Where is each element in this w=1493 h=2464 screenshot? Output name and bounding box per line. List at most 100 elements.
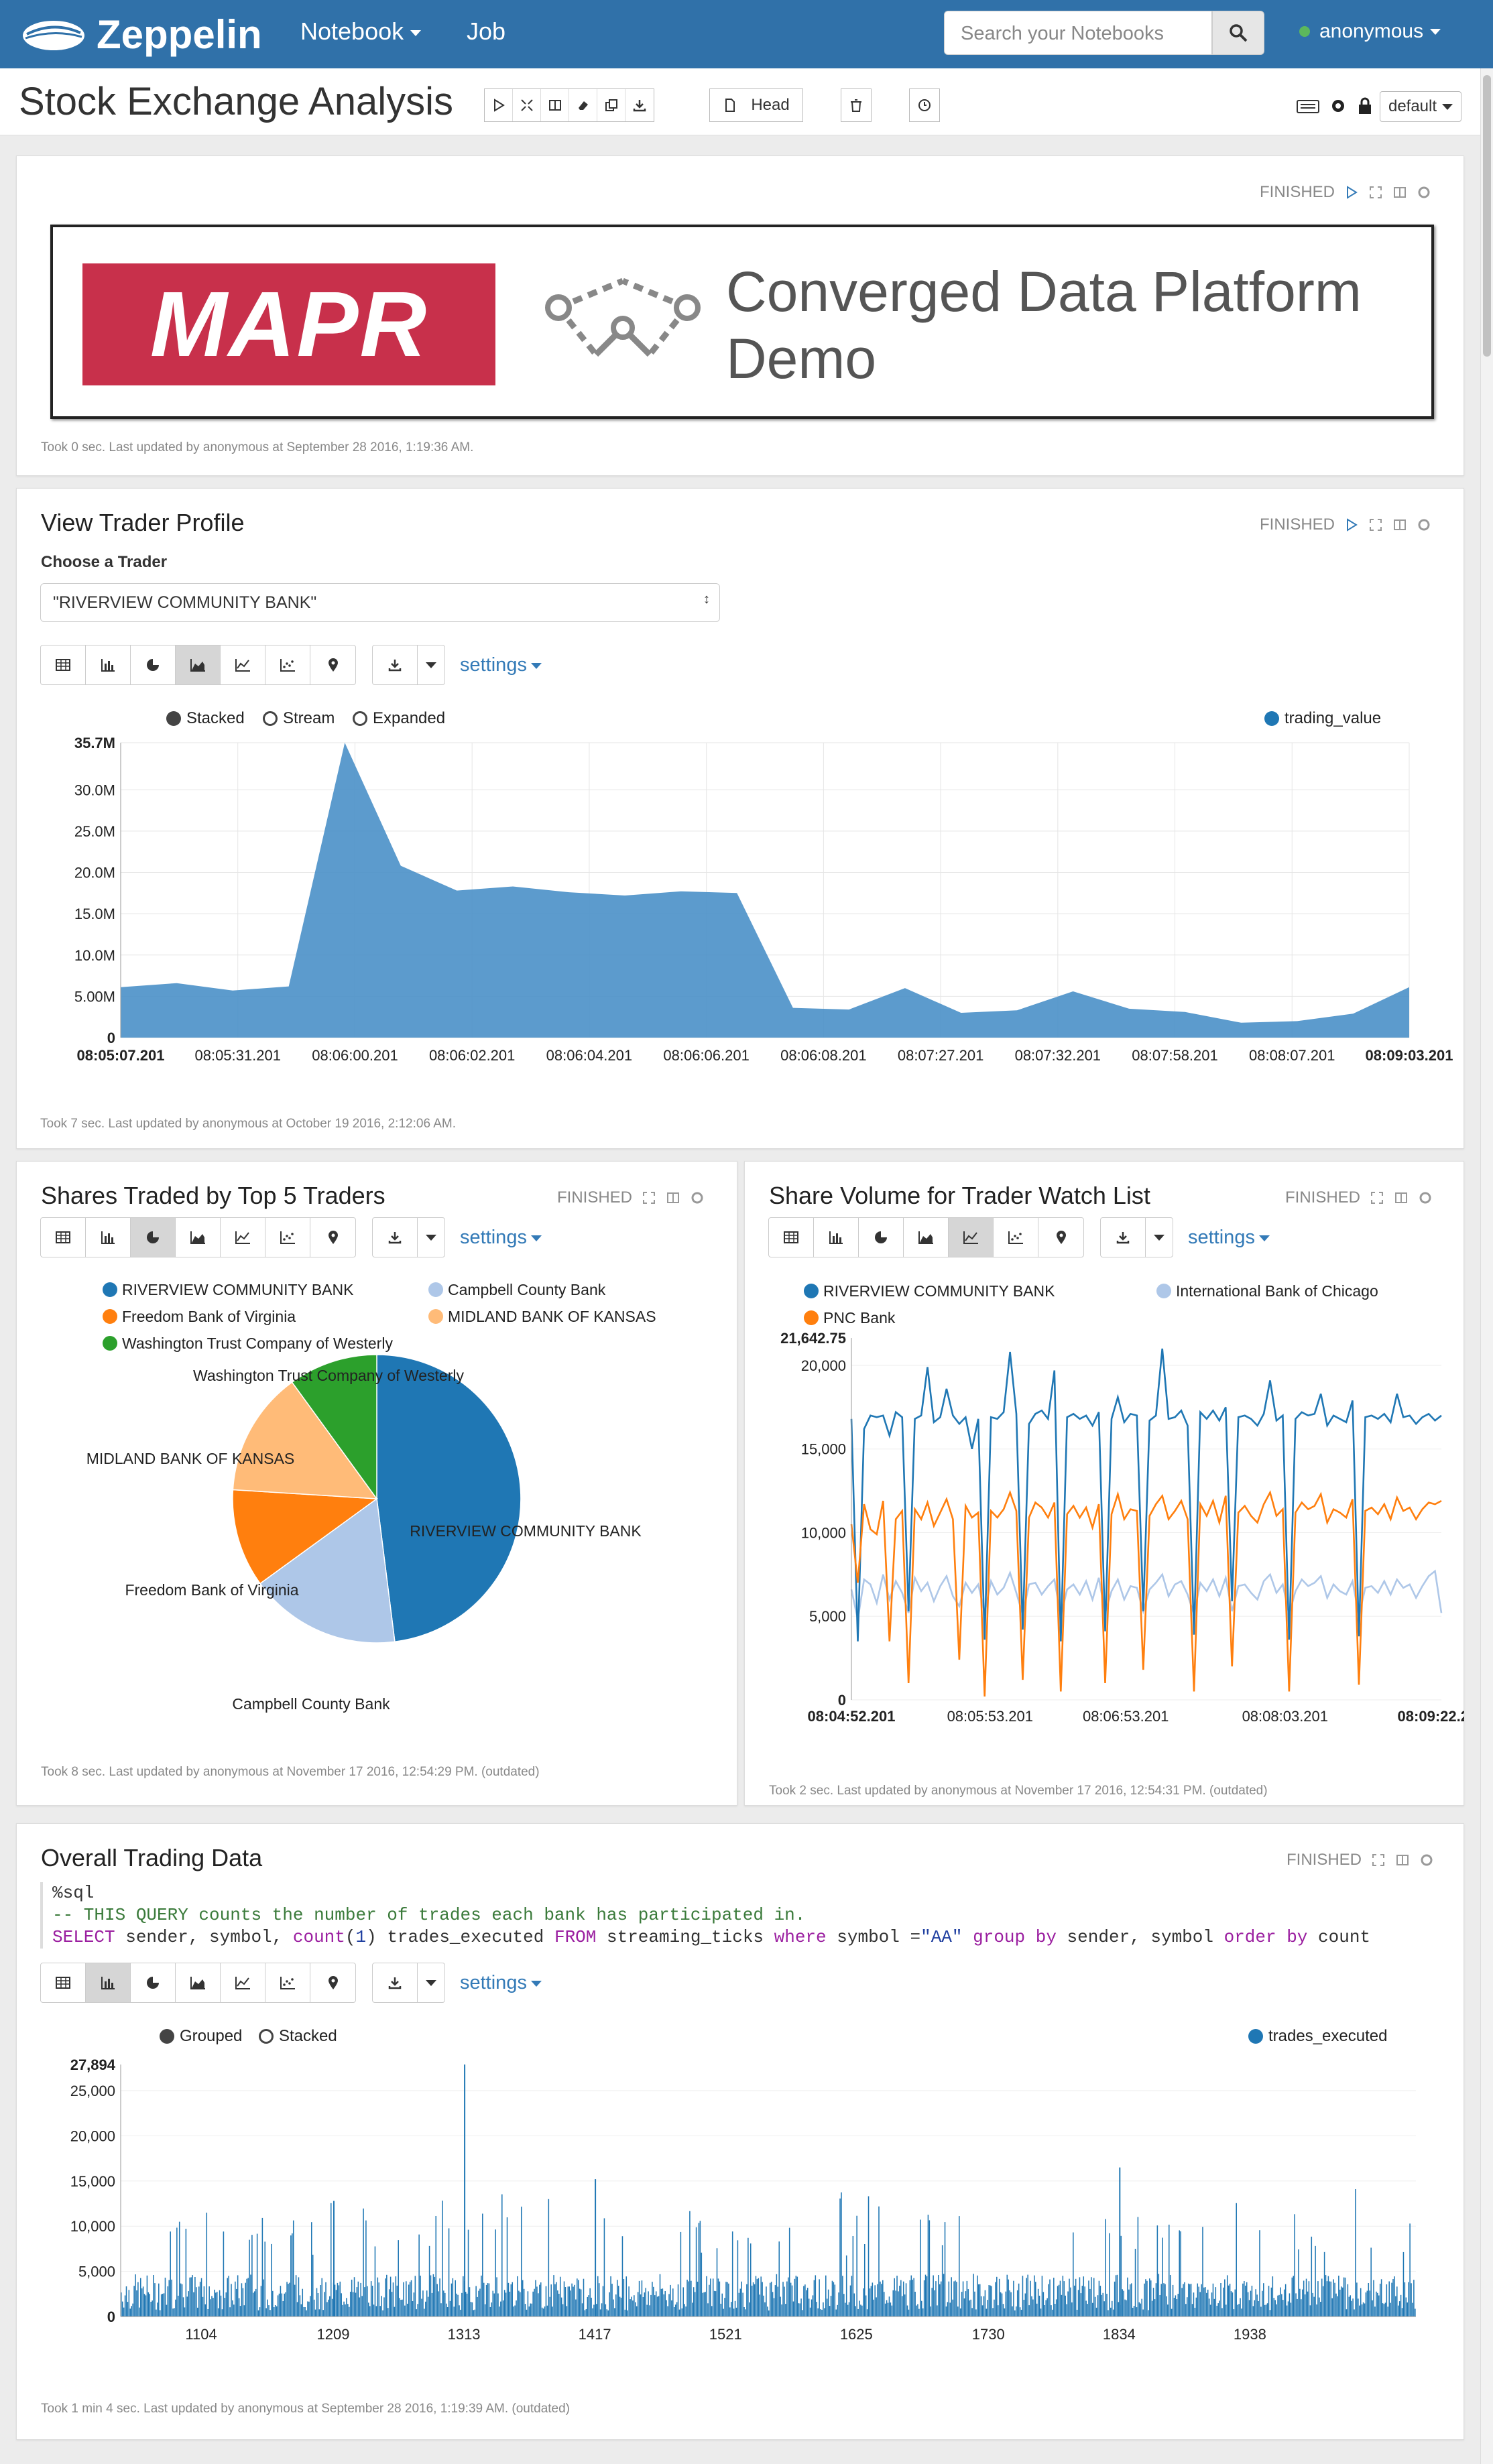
scrollbar-thumb[interactable] bbox=[1483, 75, 1491, 357]
map-chart-button[interactable] bbox=[1038, 1218, 1083, 1257]
expand-icon[interactable] bbox=[1370, 1190, 1384, 1205]
settings-toggle[interactable]: settings bbox=[460, 1227, 542, 1249]
pie-chart-button[interactable] bbox=[131, 1218, 176, 1257]
trades-executed-bar-chart[interactable]: 0 5,000 10,000 15,000 20,000 25,000 27,894 1104… bbox=[16, 2051, 1464, 2359]
brand[interactable]: Zeppelin bbox=[20, 5, 262, 63]
user-menu[interactable]: anonymous bbox=[1299, 20, 1441, 43]
mode-expanded[interactable]: Expanded bbox=[353, 709, 445, 728]
table-view-button[interactable] bbox=[41, 645, 86, 684]
book-icon[interactable] bbox=[1394, 1190, 1409, 1205]
scatter-chart-button[interactable] bbox=[265, 1218, 310, 1257]
scatter-chart-button[interactable] bbox=[994, 1218, 1038, 1257]
pie-chart-button[interactable] bbox=[131, 645, 176, 684]
top-traders-pie-chart[interactable]: RIVERVIEW COMMUNITY BANK Campbell County … bbox=[16, 1271, 737, 1727]
interpreter-dropdown[interactable]: default bbox=[1380, 91, 1461, 122]
map-chart-button[interactable] bbox=[310, 645, 355, 684]
line-chart-button[interactable] bbox=[949, 1218, 994, 1257]
download-button[interactable] bbox=[373, 645, 418, 684]
job-link[interactable]: Job bbox=[467, 17, 506, 45]
keyboard-icon[interactable] bbox=[1297, 98, 1319, 114]
map-chart-button[interactable] bbox=[310, 1963, 355, 2002]
play-icon[interactable] bbox=[1344, 517, 1359, 532]
gear-icon[interactable] bbox=[1418, 1190, 1433, 1205]
book-icon[interactable] bbox=[1392, 185, 1407, 200]
legend-item[interactable]: trades_executed bbox=[1248, 2027, 1387, 2046]
expand-icon[interactable] bbox=[1368, 517, 1383, 532]
table-view-button[interactable] bbox=[41, 1218, 86, 1257]
clear-output-button[interactable] bbox=[569, 89, 597, 121]
clone-button[interactable] bbox=[597, 89, 625, 121]
scatter-chart-button[interactable] bbox=[265, 1963, 310, 2002]
play-icon[interactable] bbox=[1344, 185, 1359, 200]
bar-chart-button[interactable] bbox=[86, 645, 131, 684]
lock-icon[interactable] bbox=[1357, 97, 1373, 115]
expand-icon[interactable] bbox=[1368, 185, 1383, 200]
trading-value-area-chart[interactable]: 0 5.00M 10.0M 15.0M 20.0M 25.0M 30.0M 35.7M 08:0… bbox=[16, 731, 1464, 1072]
scrollbar[interactable] bbox=[1480, 68, 1493, 2464]
expand-icon[interactable] bbox=[1371, 1853, 1386, 1867]
area-chart-button[interactable] bbox=[176, 1218, 221, 1257]
notebook-title[interactable]: Stock Exchange Analysis bbox=[19, 80, 454, 123]
download-button[interactable] bbox=[373, 1963, 418, 2002]
bar-chart-button[interactable] bbox=[86, 1963, 131, 2002]
trader-select[interactable]: "RIVERVIEW COMMUNITY BANK" ↕ bbox=[40, 583, 720, 622]
line-chart-button[interactable] bbox=[221, 1963, 265, 2002]
bar bbox=[284, 2293, 285, 2317]
head-button[interactable]: Head bbox=[709, 88, 803, 122]
legend-item[interactable]: trading_value bbox=[1264, 709, 1381, 728]
bar bbox=[1023, 2300, 1025, 2317]
mode-grouped[interactable]: Grouped bbox=[160, 2027, 242, 2046]
delete-notebook-button[interactable] bbox=[841, 88, 872, 122]
area-chart-button[interactable] bbox=[176, 645, 221, 684]
bar bbox=[713, 2290, 715, 2317]
download-dropdown[interactable] bbox=[1146, 1218, 1173, 1257]
table-view-button[interactable] bbox=[41, 1963, 86, 2002]
y-tick-label: 10.0M bbox=[74, 947, 115, 964]
download-button[interactable] bbox=[373, 1218, 418, 1257]
scatter-chart-button[interactable] bbox=[265, 645, 310, 684]
pie-chart-button[interactable] bbox=[131, 1963, 176, 2002]
pie-chart-button[interactable] bbox=[859, 1218, 904, 1257]
export-button[interactable] bbox=[625, 89, 654, 121]
gear-icon[interactable] bbox=[690, 1190, 705, 1205]
settings-toggle[interactable]: settings bbox=[1188, 1227, 1270, 1249]
toggle-code-button[interactable] bbox=[513, 89, 541, 121]
gear-icon[interactable] bbox=[1329, 97, 1348, 115]
book-icon[interactable] bbox=[666, 1190, 680, 1205]
bar bbox=[1026, 2278, 1028, 2317]
mode-stacked[interactable]: Stacked bbox=[166, 709, 245, 728]
settings-toggle[interactable]: settings bbox=[460, 654, 542, 676]
expand-icon[interactable] bbox=[642, 1190, 656, 1205]
mode-stacked[interactable]: Stacked bbox=[259, 2027, 337, 2046]
search-button[interactable] bbox=[1212, 11, 1264, 55]
toggle-output-button[interactable] bbox=[541, 89, 569, 121]
download-dropdown[interactable] bbox=[418, 645, 444, 684]
bar bbox=[902, 2281, 904, 2317]
bar bbox=[369, 2306, 371, 2317]
schedule-button[interactable] bbox=[909, 88, 940, 122]
line-chart-button[interactable] bbox=[221, 645, 265, 684]
download-button[interactable] bbox=[1101, 1218, 1146, 1257]
gear-icon[interactable] bbox=[1417, 517, 1431, 532]
download-dropdown[interactable] bbox=[418, 1963, 444, 2002]
book-icon[interactable] bbox=[1395, 1853, 1410, 1867]
area-chart-button[interactable] bbox=[176, 1963, 221, 2002]
settings-toggle[interactable]: settings bbox=[460, 1972, 542, 1994]
map-chart-button[interactable] bbox=[310, 1218, 355, 1257]
bar-chart-button[interactable] bbox=[86, 1218, 131, 1257]
mode-stream[interactable]: Stream bbox=[263, 709, 335, 728]
download-dropdown[interactable] bbox=[418, 1218, 444, 1257]
table-view-button[interactable] bbox=[769, 1218, 814, 1257]
book-icon[interactable] bbox=[1392, 517, 1407, 532]
bar bbox=[829, 2306, 831, 2317]
gear-icon[interactable] bbox=[1417, 185, 1431, 200]
gear-icon[interactable] bbox=[1419, 1853, 1434, 1867]
area-chart-button[interactable] bbox=[904, 1218, 949, 1257]
watch-list-line-chart[interactable]: RIVERVIEW COMMUNITY BANK International Ba… bbox=[744, 1271, 1464, 1740]
bar-chart-button[interactable] bbox=[814, 1218, 859, 1257]
search-input[interactable]: Search your Notebooks bbox=[944, 11, 1212, 55]
run-all-button[interactable] bbox=[485, 89, 513, 121]
line-chart-button[interactable] bbox=[221, 1218, 265, 1257]
notebook-menu[interactable]: Notebook bbox=[300, 17, 422, 46]
sql-editor[interactable]: %sql -- THIS QUERY counts the number of t… bbox=[40, 1882, 1415, 1949]
